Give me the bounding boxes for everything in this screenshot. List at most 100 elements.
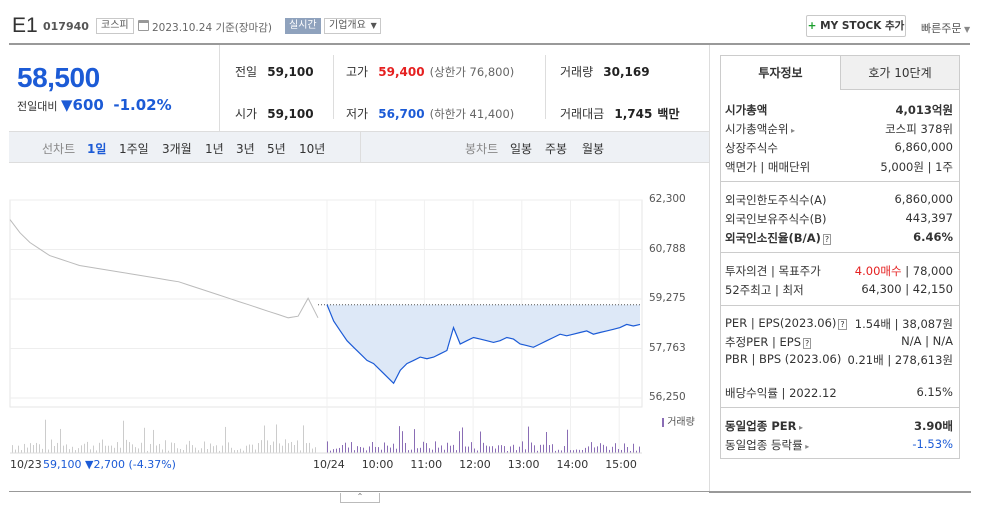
volume-bar (378, 447, 379, 453)
volume-bar (462, 427, 463, 453)
y-tick-label: 59,275 (649, 292, 686, 304)
collapse-toggle[interactable]: ⌃ (340, 493, 380, 503)
volume-bar (501, 445, 502, 453)
ind-rate-label[interactable]: 동일업종 등락률 (725, 438, 803, 452)
foreign-limit-value: 6,860,000 (894, 192, 953, 206)
divider (333, 55, 334, 119)
volume-bar (612, 446, 613, 453)
volume-bar (609, 449, 610, 453)
chevron-right-icon: ▸ (802, 442, 810, 451)
low-value: 56,700 (378, 107, 425, 121)
volume-bar (225, 426, 226, 453)
volume-bar (81, 445, 82, 453)
y-tick-label: 56,250 (649, 391, 686, 403)
period-10y[interactable]: 10년 (299, 142, 326, 156)
volume-bar (336, 448, 337, 453)
x-tick-label: 15:00 (605, 458, 637, 471)
volume-bar (51, 439, 52, 453)
open-value: 59,100 (267, 107, 314, 121)
volume-bar (498, 445, 499, 453)
volume-bar (27, 447, 28, 453)
period-3m[interactable]: 3개월 (162, 142, 192, 156)
chevron-down-icon: ▼ (961, 25, 971, 34)
ind-per-label[interactable]: 동일업종 PER (725, 419, 797, 433)
date-basis: 기준(장마감) (215, 22, 272, 34)
volume-bar (105, 445, 106, 453)
volume-bar (537, 450, 538, 453)
period-5y[interactable]: 5년 (267, 142, 286, 156)
help-icon[interactable]: ? (803, 338, 812, 349)
period-weekly[interactable]: 주봉 (545, 142, 568, 156)
upper-limit: (상한가 76,800) (429, 65, 515, 79)
y-tick-label: 62,300 (649, 193, 686, 205)
period-daily[interactable]: 일봉 (510, 142, 533, 156)
volume-bar (162, 449, 163, 453)
header-divider (9, 43, 970, 45)
volume-bar (72, 446, 73, 453)
volume-bar (564, 446, 565, 453)
volume-bar (282, 445, 283, 453)
tab-orderbook[interactable]: 호가 10단계 (840, 56, 959, 90)
volume-bar (408, 450, 409, 453)
period-1w[interactable]: 1주일 (119, 142, 149, 156)
volume-bar (309, 442, 310, 453)
volume-bar (471, 442, 472, 453)
tab-investment-info[interactable]: 투자정보 (721, 56, 840, 90)
period-3y[interactable]: 3년 (236, 142, 255, 156)
volume-bar (432, 449, 433, 453)
volume-bar (102, 439, 103, 453)
period-1y[interactable]: 1년 (205, 142, 224, 156)
down-arrow-icon: ▼ (60, 96, 73, 114)
rank-label[interactable]: 시가총액순위 (725, 122, 789, 136)
volume-bar (150, 443, 151, 453)
volume-bar (504, 446, 505, 453)
prev-label: 전일 (235, 65, 258, 79)
volume-bar (297, 440, 298, 453)
row-industry-per: 동일업종 PER ▸ 3.90배 (725, 418, 955, 434)
x-tick-label: 10/24 (313, 458, 345, 471)
vs-label: 전일대비 (17, 100, 58, 113)
volume-bar (351, 442, 352, 453)
foreign-ratio-label: 외국인소진율(B/A) (725, 231, 821, 245)
period-monthly[interactable]: 월봉 (582, 142, 605, 156)
volume-legend: 거래량 (662, 413, 695, 428)
volume-bar (117, 442, 118, 453)
volume-bar (456, 450, 457, 453)
volume-bar (186, 444, 187, 453)
volume-value: 30,169 (603, 65, 650, 79)
period-1d[interactable]: 1일 (87, 142, 107, 156)
add-mystock-button[interactable]: + MY STOCK 추가 (806, 15, 906, 37)
volume-bar (120, 447, 121, 453)
row-opinion: 투자의견 | 목표주가 4.00매수 | 78,000 (725, 263, 955, 279)
foreign-hold-label: 외국인보유주식수(B) (725, 212, 827, 226)
volume-bar (75, 450, 76, 453)
volume-bar (63, 445, 64, 453)
help-icon[interactable]: ? (838, 319, 847, 330)
company-overview-button[interactable]: 기업개요 ▼ (324, 18, 381, 34)
volume-bar (210, 443, 211, 453)
row-foreign-hold: 외국인보유주식수(B) 443,397 (725, 211, 955, 227)
volume-bar (291, 441, 292, 453)
volume-bar (570, 450, 571, 453)
volume-bar (153, 429, 154, 453)
volume-bar (93, 445, 94, 453)
div-label: 배당수익률 | 2022.12 (725, 386, 837, 400)
div-value: 6.15% (916, 385, 953, 399)
volume-bar (108, 445, 109, 453)
calendar-icon (138, 20, 149, 31)
help-icon[interactable]: ? (822, 234, 832, 245)
today-line (326, 304, 641, 385)
volume-bar (96, 450, 97, 453)
volume-bar (540, 444, 541, 453)
volume-bar (255, 449, 256, 453)
row-rank: 시가총액순위 ▸ 코스피 378위 (725, 121, 955, 137)
volume-legend-swatch (662, 417, 664, 427)
x-tick-label: 11:00 (410, 458, 443, 471)
volume-bar (342, 445, 343, 453)
volume-bar (399, 426, 400, 453)
volume-bar (171, 442, 172, 453)
volume-bar (366, 450, 367, 453)
realtime-button[interactable]: 실시간 (285, 18, 321, 34)
amount-label: 거래대금 (560, 107, 605, 121)
quick-order-button[interactable]: 빠른주문 ▼ (921, 20, 970, 36)
